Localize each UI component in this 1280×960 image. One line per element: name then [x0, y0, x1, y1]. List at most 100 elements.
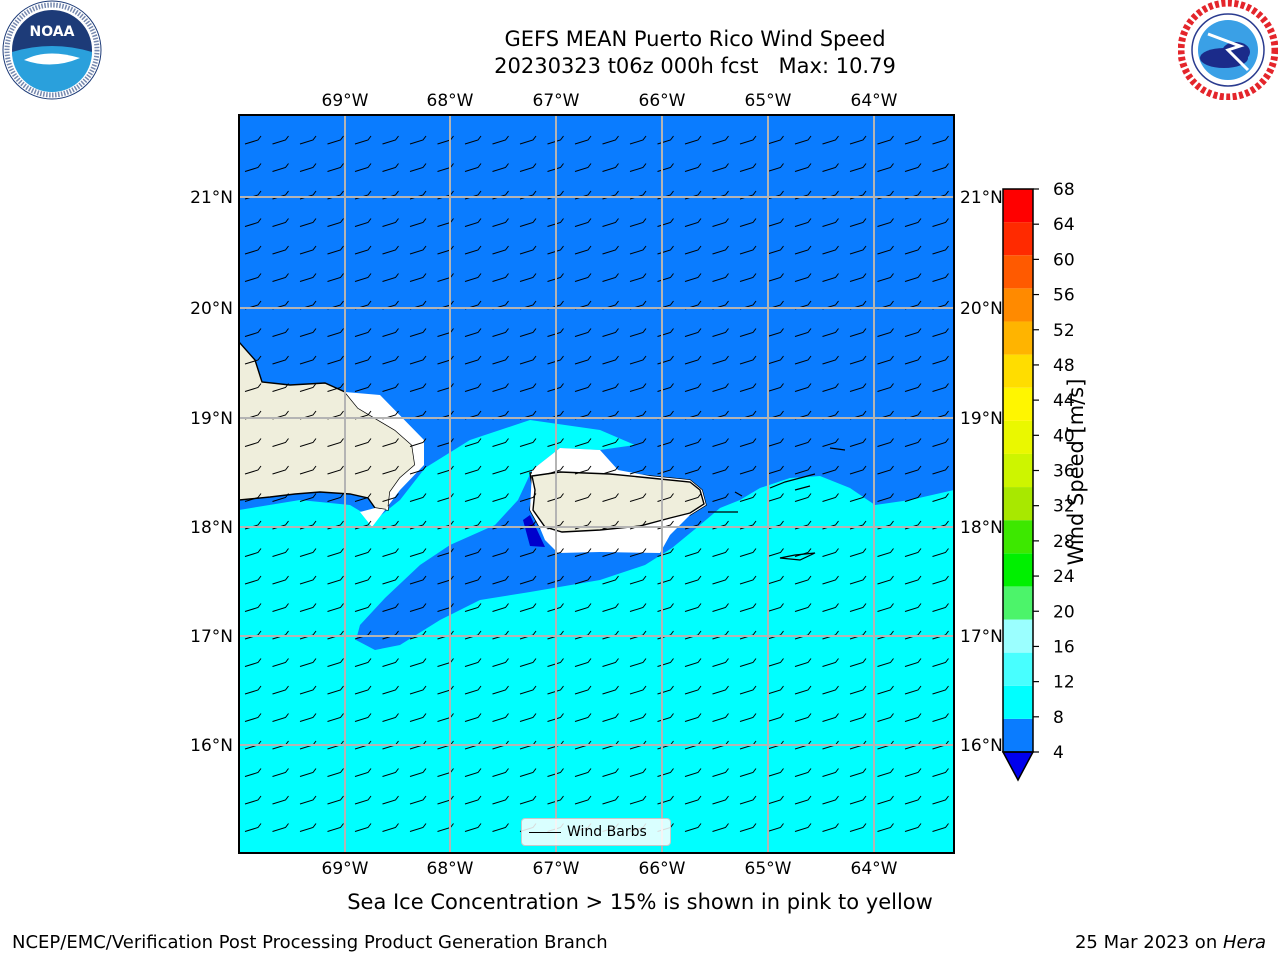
- wind-barb: [932, 493, 949, 502]
- wind-barb: [684, 823, 702, 832]
- wind-barb: [464, 493, 482, 502]
- wind-barb: [354, 465, 372, 475]
- wind-barb: [327, 713, 344, 722]
- colorbar-tick-label: 24: [1053, 567, 1075, 587]
- wind-barb: [629, 685, 647, 695]
- wind-barb: [464, 438, 482, 447]
- wind-barb: [712, 273, 729, 282]
- wind-barb: [409, 768, 427, 777]
- wind-barb: [767, 493, 784, 502]
- lon-label: 68°W: [427, 91, 474, 111]
- wind-barb: [794, 245, 812, 255]
- wind-barb: [409, 218, 427, 227]
- wind-barb: [629, 603, 647, 612]
- lon-label: 64°W: [851, 859, 898, 879]
- wind-barb: [492, 658, 509, 667]
- wind-barb: [849, 658, 867, 667]
- wind-barb: [602, 713, 619, 722]
- lon-label: 69°W: [322, 859, 369, 879]
- wind-barb: [712, 328, 729, 337]
- wind-barb: [492, 795, 509, 805]
- wind-barb: [794, 328, 812, 337]
- colorbar-segment: [1003, 189, 1033, 223]
- wind-barb: [767, 328, 784, 337]
- colorbar-under-arrow: [1001, 751, 1035, 782]
- colorbar-tick-label: 12: [1053, 673, 1075, 693]
- colorbar-segment: [1003, 520, 1033, 554]
- wind-barb: [464, 713, 482, 722]
- colorbar-tick-label: 16: [1053, 637, 1075, 657]
- wind-barb: [712, 795, 729, 805]
- wind-barb: [739, 438, 757, 447]
- wind-barb: [409, 493, 427, 502]
- wind-barb: [767, 383, 784, 392]
- wind-barb: [519, 438, 537, 447]
- wind-barb: [354, 273, 372, 282]
- wind-barb: [547, 383, 564, 392]
- footer-date: 25 Mar 2023 on Hera: [1075, 932, 1266, 953]
- wind-barb: [602, 135, 619, 145]
- lat-label: 17°N: [190, 627, 233, 647]
- wind-barb: [354, 713, 372, 722]
- wind-barb: [464, 768, 482, 777]
- wind-barb: [409, 823, 427, 832]
- colorbar-segment: [1003, 222, 1033, 256]
- wind-barb: [382, 328, 399, 337]
- wind-barb: [464, 218, 482, 227]
- title-date: 20230323 t06z 000h fcst: [494, 54, 759, 78]
- wind-barb: [272, 713, 289, 722]
- title-line1: GEFS MEAN Puerto Rico Wind Speed: [504, 27, 886, 51]
- wind-barb: [849, 575, 867, 585]
- wind-barb: [354, 795, 372, 805]
- wind-barb: [932, 273, 949, 282]
- wind-barb: [244, 548, 262, 557]
- wind-barb: [794, 823, 812, 832]
- wind-barb: [904, 328, 922, 337]
- wind-barb: [382, 548, 399, 557]
- wind-barb: [849, 795, 867, 805]
- wind-barb: [904, 438, 922, 447]
- wind-barb: [574, 438, 592, 447]
- wind-barb: [299, 328, 317, 337]
- wind-barb: [739, 575, 757, 585]
- wind-barb: [629, 273, 647, 282]
- wind-barb: [684, 795, 702, 805]
- wind-barb: [464, 795, 482, 805]
- wind-barb: [327, 273, 344, 282]
- wind-barb: [602, 218, 619, 227]
- wind-barb: [574, 768, 592, 777]
- wind-barb: [904, 603, 922, 612]
- wind-barb: [822, 383, 839, 392]
- wind-barb: [932, 245, 949, 255]
- wind-barb: [849, 328, 867, 337]
- wind-barb: [739, 273, 757, 282]
- wind-barb: [932, 218, 949, 227]
- wind-barb: [327, 355, 344, 365]
- wind-barb: [299, 823, 317, 832]
- lat-label-right: 18°N: [960, 518, 1003, 538]
- wind-barb: [904, 823, 922, 832]
- wind-barb: [382, 163, 399, 172]
- wind-barb: [519, 245, 537, 255]
- wind-barb: [519, 685, 537, 695]
- wind-barb: [629, 328, 647, 337]
- wind-barb: [822, 273, 839, 282]
- wind-barb: [574, 355, 592, 365]
- wind-barb: [739, 823, 757, 832]
- wind-barb: [354, 603, 372, 612]
- wind-barb: [492, 575, 509, 585]
- wind-barb: [409, 438, 427, 447]
- wind-barb: [354, 438, 372, 447]
- wind-barb: [272, 493, 289, 502]
- wind-barb: [822, 328, 839, 337]
- wind-barb: [822, 245, 839, 255]
- wind-barb: [272, 245, 289, 255]
- wind-barb: [877, 465, 894, 475]
- wind-barb: [904, 383, 922, 392]
- wind-barb: [712, 163, 729, 172]
- wind-barb: [272, 658, 289, 667]
- wind-barb: [629, 465, 647, 475]
- wind-barb: [464, 355, 482, 365]
- wind-barb: [684, 713, 702, 722]
- wind-barb: [354, 575, 372, 585]
